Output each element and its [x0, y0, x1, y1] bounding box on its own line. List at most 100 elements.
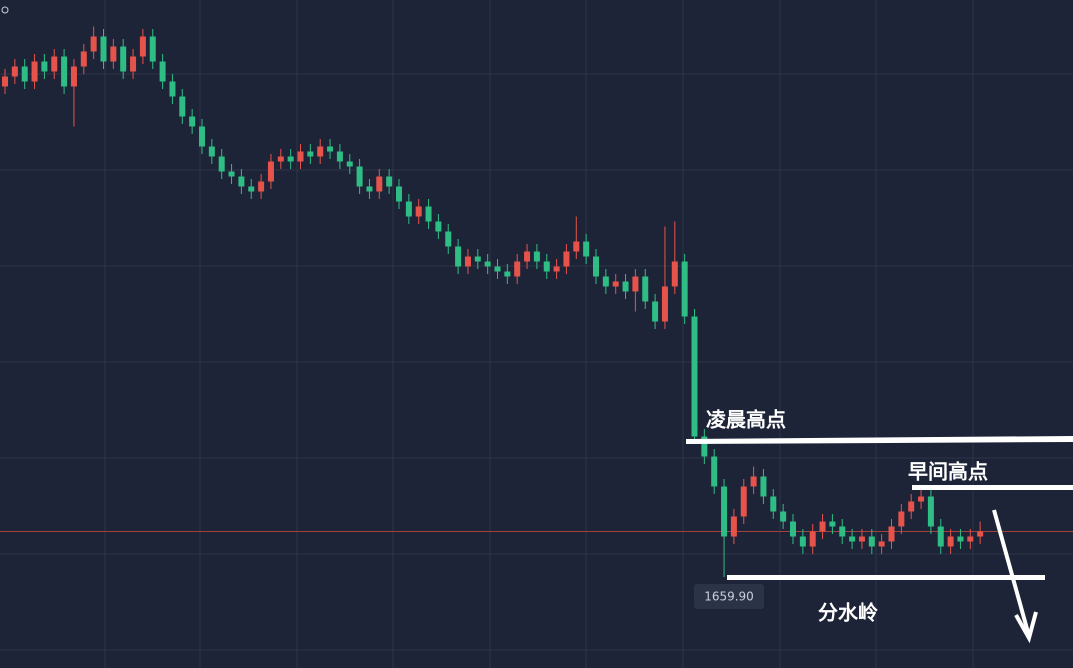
candle-body — [484, 261, 491, 267]
candle-body — [90, 36, 97, 52]
candle-body — [238, 176, 245, 187]
candle-body — [533, 251, 540, 262]
candle-body — [51, 56, 58, 72]
candle-body — [918, 496, 925, 502]
candle-body — [524, 251, 531, 262]
candle-body — [356, 166, 363, 187]
dawn-high-label: 凌晨高点 — [706, 408, 786, 432]
candle-body — [169, 81, 176, 97]
candle-body — [967, 536, 974, 542]
candle-body — [504, 271, 511, 277]
candle-body — [31, 61, 38, 82]
candle-body — [721, 486, 728, 537]
candle-body — [553, 266, 560, 272]
candle-body — [563, 251, 570, 267]
candle-body — [652, 301, 659, 322]
candle-body — [41, 61, 48, 72]
candle-body — [376, 176, 383, 192]
corner-icon — [1, 6, 9, 14]
candle-body — [878, 541, 885, 547]
candle-body — [770, 496, 777, 512]
candle-body — [849, 536, 856, 542]
down-arrow-head — [1014, 611, 1038, 644]
candle-body — [711, 456, 718, 487]
candle-body — [593, 256, 599, 277]
candle-body — [208, 146, 215, 157]
candle-body — [957, 536, 964, 542]
candle-body — [218, 156, 225, 172]
candle-body — [632, 276, 639, 292]
candle-body — [977, 531, 984, 537]
candle-body — [425, 206, 432, 222]
candle-body — [159, 61, 166, 82]
candle-body — [415, 206, 422, 217]
candle-body — [21, 66, 28, 82]
candle-body — [120, 46, 127, 72]
candle-body — [327, 146, 334, 152]
morning-high-line — [912, 485, 1073, 490]
candle-body — [868, 536, 875, 547]
candle-body — [671, 261, 678, 287]
candle-body — [494, 266, 501, 272]
candle-body — [287, 156, 294, 162]
candle-body — [307, 151, 314, 157]
candle-body — [740, 486, 747, 517]
candle-body — [701, 436, 708, 457]
candle-body — [661, 286, 668, 322]
candle-body — [189, 116, 196, 127]
candle-body — [681, 261, 688, 317]
candle-body — [937, 526, 944, 547]
candle-body — [602, 276, 609, 287]
candle-body — [386, 176, 393, 187]
candle-body — [199, 126, 205, 147]
candle-body — [839, 526, 846, 537]
candle-body — [858, 536, 865, 542]
candle-body — [691, 316, 698, 437]
candle-body — [543, 261, 550, 272]
candles — [2, 26, 984, 577]
candle-body — [139, 36, 146, 57]
candle-body — [248, 186, 255, 192]
candle-body — [267, 161, 274, 182]
candle-body — [405, 201, 412, 217]
candle-body — [829, 521, 836, 527]
candle-body — [70, 66, 77, 87]
candle-body — [819, 521, 826, 532]
morning-high-label: 早间高点 — [908, 460, 988, 484]
candle-body — [809, 531, 816, 547]
candle-body — [297, 151, 304, 162]
candle-body — [474, 256, 481, 262]
candle-body — [927, 496, 934, 527]
candle-body — [100, 36, 107, 62]
candle-body — [435, 221, 442, 232]
down-arrow-shaft — [992, 509, 1031, 637]
candle-body — [366, 186, 373, 192]
candle-body — [228, 171, 235, 177]
candle-body — [258, 181, 265, 192]
candle-body — [317, 146, 324, 157]
candle-body — [445, 231, 452, 247]
candle-body — [396, 186, 402, 202]
horizontal-grid — [0, 73, 1073, 651]
candle-body — [730, 516, 737, 537]
vertical-grid — [104, 0, 974, 668]
low-tag: 1659.90 — [704, 590, 754, 604]
low-tag-box — [694, 584, 764, 609]
candle-body — [573, 241, 580, 252]
candle-body — [11, 66, 18, 77]
candle-body — [888, 526, 895, 542]
candle-body — [780, 511, 787, 522]
candle-body — [514, 261, 521, 277]
candle-body — [80, 51, 87, 67]
watershed-label: 分水岭 — [818, 601, 878, 625]
candle-body — [455, 246, 462, 267]
candle-body — [110, 46, 117, 62]
candle-body — [2, 76, 8, 87]
candle-body — [898, 511, 905, 527]
dawn-high-line — [686, 436, 1073, 444]
candle-body — [790, 521, 796, 537]
candle-body — [336, 151, 343, 162]
